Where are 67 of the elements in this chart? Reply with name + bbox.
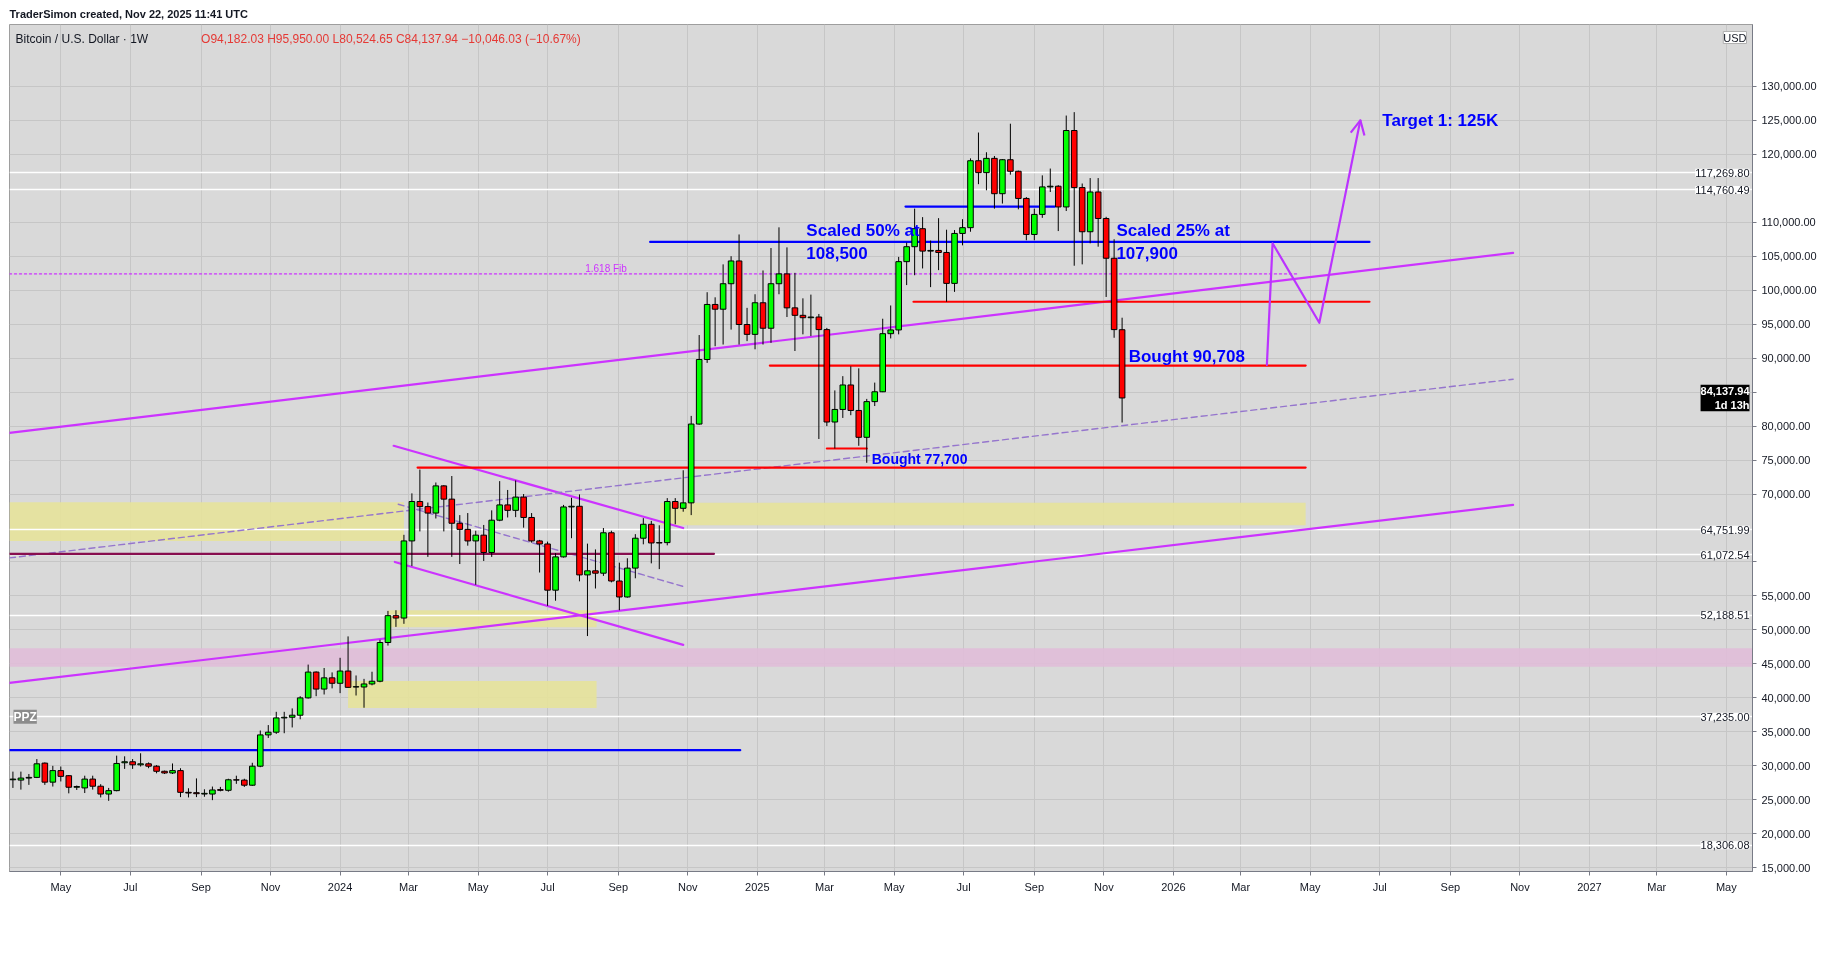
x-tick-label: 2025	[745, 880, 770, 893]
annotation: Bought 77,700	[871, 450, 968, 467]
candlestick	[775, 226, 783, 295]
text: Bitcoin / U.S. Dollar · 1W	[15, 31, 149, 46]
candlestick	[360, 678, 368, 709]
y-tick-label: 80,000.00	[1761, 420, 1811, 433]
y-tick-label: 130,000.00	[1761, 80, 1817, 93]
x-tick-label: Mar	[1231, 880, 1251, 893]
x-tick-label: Mar	[1647, 880, 1667, 893]
candlestick	[368, 671, 376, 686]
x-tick-label: Jul	[956, 880, 971, 893]
x-tick-label: 2026	[1161, 880, 1186, 893]
ref-line-label: 64,751.99	[1700, 523, 1750, 536]
x-tick-label: Jul	[1372, 880, 1387, 893]
y-tick-label: 35,000.00	[1761, 725, 1811, 738]
ref-line-label: 114,760.49	[1695, 183, 1750, 196]
x-tick-label: 2027	[1577, 880, 1602, 893]
x-tick-label: Nov	[260, 880, 281, 893]
y-tick-label: 55,000.00	[1761, 589, 1811, 602]
y-tick-label: 30,000.00	[1761, 759, 1811, 772]
y-tick-label: 20,000.00	[1761, 827, 1811, 840]
x-tick-label: Nov	[1094, 880, 1115, 893]
y-tick-label: 75,000.00	[1761, 454, 1811, 467]
annotation: Bought 90,708	[1128, 346, 1245, 366]
x-tick-label: Sep	[1024, 880, 1045, 893]
x-tick-label: May	[1715, 880, 1738, 893]
annotation: Target 1: 125K	[1382, 110, 1499, 130]
y-tick-label: 40,000.00	[1761, 691, 1811, 704]
x-tick-label: May	[467, 880, 489, 893]
x-tick-label: Jul	[123, 880, 138, 893]
x-tick-label: May	[1299, 880, 1322, 893]
x-tick-label: May	[883, 880, 905, 893]
x-tick-label: Nov	[678, 880, 699, 893]
ref-line-label: 18,306.08	[1700, 839, 1750, 852]
x-tick-label: Sep	[1440, 880, 1461, 893]
text: O94,182.03 H95,950.00 L80,524.65 C84,137.94 −10,046.03 (−10.67%)	[201, 31, 581, 46]
annotation: 84,137.94 1d 13h	[1700, 384, 1751, 412]
ref-line-label: 52,188.51	[1700, 609, 1750, 622]
y-tick-label: 15,000.00	[1761, 861, 1811, 874]
candlestick	[536, 539, 543, 574]
annotation: 1.618 Fib	[585, 262, 628, 274]
y-tick-label: 125,000.00	[1761, 114, 1817, 127]
y-tick-label: 110,000.00	[1761, 216, 1816, 229]
y-tick-label: 120,000.00	[1761, 148, 1817, 161]
x-tick-label: May	[50, 880, 72, 893]
y-tick-label: 25,000.00	[1761, 793, 1811, 806]
y-tick-label: 90,000.00	[1761, 352, 1811, 365]
annotation: PPZ	[13, 709, 37, 724]
text: TraderSimon created, Nov 22, 2025 11:41 UTC	[9, 7, 248, 20]
y-tick-label: 50,000.00	[1761, 623, 1811, 636]
x-tick-label: Mar	[815, 880, 835, 893]
x-tick-label: Jul	[540, 880, 555, 893]
y-axis-title: USD	[1723, 31, 1747, 44]
ref-line-label: 117,269.80	[1695, 166, 1750, 179]
x-tick-label: Sep	[191, 880, 211, 893]
x-tick-label: Mar	[399, 880, 419, 893]
x-tick-label: Nov	[1510, 880, 1531, 893]
y-tick-label: 45,000.00	[1761, 657, 1811, 670]
y-tick-label: 105,000.00	[1761, 250, 1817, 263]
annotation: Scaled 25% at 107,900	[1116, 221, 1231, 263]
ref-line-label: 37,235.00	[1700, 710, 1750, 723]
y-tick-label: 70,000.00	[1761, 488, 1811, 501]
y-tick-label: 95,000.00	[1761, 318, 1811, 331]
x-tick-label: Sep	[608, 880, 629, 893]
y-tick-label: 100,000.00	[1761, 284, 1817, 297]
ref-line-label: 61,072.54	[1700, 548, 1750, 561]
x-tick-label: 2024	[327, 880, 353, 893]
